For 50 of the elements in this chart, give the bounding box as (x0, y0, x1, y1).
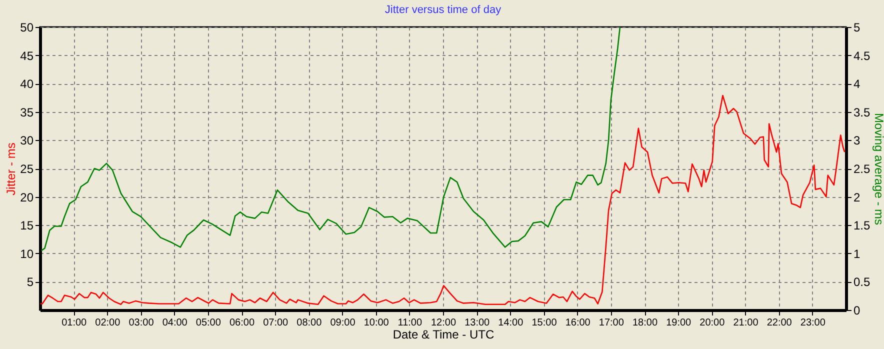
y-tick-label: 5 (26, 275, 34, 290)
x-axis-title: Date & Time - UTC (392, 328, 495, 342)
x-tick-label: 13:00 (464, 318, 490, 328)
y-tick-label: 40 (20, 77, 34, 92)
y2-tick-label: 4.5 (854, 48, 871, 63)
x-tick-label: 17:00 (598, 318, 624, 328)
x-tick-label: 01:00 (62, 318, 88, 328)
x-tick-label: 12:00 (430, 318, 456, 328)
y2-tick-label: 3.5 (854, 105, 871, 120)
x-tick-label: 09:00 (330, 318, 356, 328)
y-tick-label: 50 (20, 20, 34, 34)
y2-tick-label: 2.5 (854, 162, 871, 176)
x-tick-label: 14:00 (498, 318, 524, 328)
x-tick-label: 07:00 (263, 318, 289, 328)
x-tick-label: 19:00 (666, 318, 692, 328)
y2-tick-label: 1 (854, 246, 860, 261)
y2-axis-title: Moving average - ms (872, 112, 884, 226)
y-tick-label: 35 (20, 105, 34, 120)
y-tick-label: 25 (20, 162, 34, 176)
x-tick-label: 05:00 (196, 318, 222, 328)
y2-tick-label: 1.5 (854, 218, 871, 233)
y2-tick-label: 0 (854, 304, 860, 318)
x-tick-label: 22:00 (766, 318, 792, 328)
x-tick-label: 06:00 (229, 318, 255, 328)
x-tick-label: 21:00 (733, 318, 759, 328)
x-tick-label: 10:00 (364, 318, 390, 328)
y2-tick-label: 3 (854, 134, 860, 148)
y2-tick-label: 4 (854, 77, 860, 92)
x-tick-label: 15:00 (532, 318, 558, 328)
x-tick-label: 04:00 (162, 318, 188, 328)
x-tick-label: 11:00 (398, 318, 422, 328)
y2-tick-label: 2 (854, 190, 860, 204)
y-tick-label: 30 (20, 134, 34, 148)
x-tick-label: 23:00 (800, 318, 826, 328)
y-tick-label: 20 (20, 190, 34, 204)
line-series (40, 27, 621, 252)
x-tick-label: 08:00 (296, 318, 322, 328)
y2-tick-label: 0.5 (854, 275, 871, 290)
y-tick-label: 10 (20, 246, 34, 261)
y-tick-label: 15 (20, 218, 34, 233)
x-tick-label: 18:00 (632, 318, 658, 328)
y-tick-label: 45 (20, 48, 34, 63)
x-tick-label: 03:00 (128, 318, 154, 328)
chart-title: Jitter versus time of day (384, 4, 502, 16)
line-series (40, 94, 846, 305)
y-axis-title: Jitter - ms (4, 142, 18, 196)
x-tick-label: 16:00 (565, 318, 591, 328)
x-tick-label: 20:00 (700, 318, 726, 328)
y2-tick-label: 5 (854, 20, 860, 34)
x-tick-label: 02:00 (95, 318, 121, 328)
